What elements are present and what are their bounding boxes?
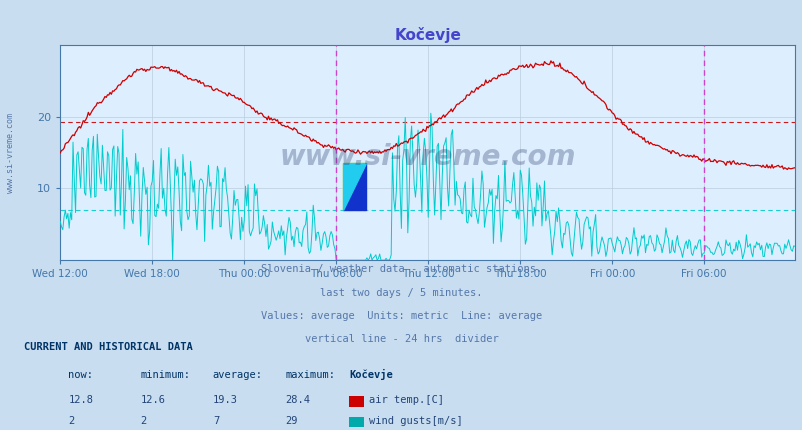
Bar bbox=[342, 163, 365, 210]
Text: 29: 29 bbox=[285, 416, 298, 426]
Text: 7: 7 bbox=[213, 416, 219, 426]
Text: 12.8: 12.8 bbox=[68, 395, 93, 405]
Polygon shape bbox=[342, 163, 365, 210]
Text: maximum:: maximum: bbox=[285, 370, 334, 381]
Text: www.si-vreme.com: www.si-vreme.com bbox=[279, 143, 575, 171]
Text: 19.3: 19.3 bbox=[213, 395, 237, 405]
Text: average:: average: bbox=[213, 370, 262, 381]
Text: Values: average  Units: metric  Line: average: Values: average Units: metric Line: aver… bbox=[261, 311, 541, 321]
Text: 2: 2 bbox=[140, 416, 147, 426]
Text: 28.4: 28.4 bbox=[285, 395, 310, 405]
Text: last two days / 5 minutes.: last two days / 5 minutes. bbox=[320, 288, 482, 298]
Text: vertical line - 24 hrs  divider: vertical line - 24 hrs divider bbox=[304, 334, 498, 344]
Text: now:: now: bbox=[68, 370, 93, 381]
Text: Kočevje: Kočevje bbox=[349, 369, 392, 381]
Text: wind gusts[m/s]: wind gusts[m/s] bbox=[369, 416, 463, 426]
Text: air temp.[C]: air temp.[C] bbox=[369, 395, 444, 405]
Title: Kočevje: Kočevje bbox=[394, 27, 460, 43]
Text: minimum:: minimum: bbox=[140, 370, 190, 381]
Text: 12.6: 12.6 bbox=[140, 395, 165, 405]
Text: Slovenia / weather data - automatic stations.: Slovenia / weather data - automatic stat… bbox=[261, 264, 541, 274]
Text: 2: 2 bbox=[68, 416, 75, 426]
Text: www.si-vreme.com: www.si-vreme.com bbox=[6, 113, 15, 193]
Text: CURRENT AND HISTORICAL DATA: CURRENT AND HISTORICAL DATA bbox=[24, 342, 192, 353]
Polygon shape bbox=[342, 163, 365, 210]
